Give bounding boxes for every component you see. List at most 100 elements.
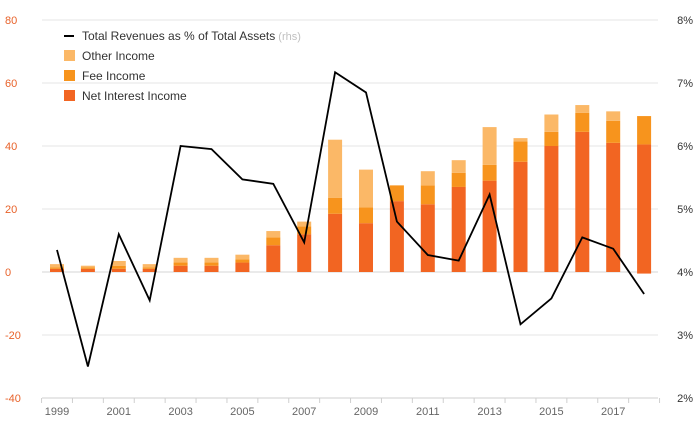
bar-net-interest-income — [50, 268, 64, 272]
bar-net-interest-income — [606, 142, 621, 272]
y-tick-left: 0 — [5, 267, 11, 279]
bar-net-interest-income — [235, 262, 250, 272]
bar-fee-income — [606, 120, 621, 143]
legend-swatch-box — [64, 90, 75, 101]
legend-swatch-box — [64, 50, 75, 61]
x-tick-label: 2007 — [292, 406, 316, 418]
y-tick-right: 6% — [677, 141, 693, 153]
bar-other-income — [544, 114, 559, 132]
bar-other-income — [513, 138, 528, 142]
bar-other-income — [606, 111, 621, 121]
bar-fee-income — [266, 237, 281, 246]
bar-other-income — [328, 139, 343, 198]
axes: -40 -20 0 20 40 60 80 2% 3% 4% 5% 6% 7% 8% 1999 2001 200… — [5, 15, 693, 418]
x-tick-label: 2001 — [107, 406, 131, 418]
legend-label: Total Revenues as % of Total Assets (rhs… — [82, 29, 301, 43]
y-tick-right: 7% — [677, 78, 693, 90]
bar-net-interest-income — [451, 186, 466, 272]
bar-fee-income — [451, 172, 466, 187]
bar-other-income — [297, 221, 312, 227]
bar-other-income — [142, 264, 157, 268]
y-tick-left: 80 — [5, 15, 17, 27]
bar-other-income — [111, 260, 126, 266]
legend-swatch-box — [64, 70, 75, 81]
bar-net-interest-income — [266, 245, 281, 272]
bar-net-interest-income — [513, 161, 528, 272]
bar-fee-income — [328, 197, 343, 214]
y-tick-left: 20 — [5, 204, 17, 216]
x-tick-label: 2015 — [539, 406, 563, 418]
bar-fee-income — [173, 262, 188, 266]
legend: Total Revenues as % of Total Assets (rhs… — [64, 29, 301, 103]
y-tick-left: 40 — [5, 141, 17, 153]
legend-item: Other Income — [64, 49, 155, 63]
bar-fee-income — [142, 267, 157, 269]
y-tick-right: 8% — [677, 15, 693, 27]
y-tick-left: -40 — [5, 393, 21, 405]
bar-net-interest-income — [297, 234, 312, 272]
x-tick-label: 2009 — [354, 406, 378, 418]
bar-other-income — [451, 160, 466, 173]
bar-fee-income — [482, 164, 497, 181]
x-tick-label: 2013 — [477, 406, 501, 418]
bar-net-interest-income — [173, 265, 188, 272]
legend-item: Fee Income — [64, 69, 146, 83]
bar-other-income — [266, 231, 281, 238]
bar-net-interest-income — [420, 204, 435, 272]
x-tick-label: 1999 — [45, 406, 69, 418]
bar-net-interest-income — [544, 146, 559, 272]
bar-fee-income — [50, 267, 64, 269]
bar-other-income — [359, 169, 373, 208]
x-tick-label: 2005 — [230, 406, 254, 418]
bar-net-interest-income — [80, 268, 95, 272]
y-tick-right: 4% — [677, 267, 693, 279]
bar-negative — [637, 272, 652, 274]
y-tick-left: -20 — [5, 330, 21, 342]
bar-net-interest-income — [359, 223, 373, 272]
x-tick-label: 2017 — [601, 406, 625, 418]
bar-other-income — [575, 105, 590, 113]
revenue-ratio-line — [56, 70, 645, 367]
bar-fee-income — [359, 207, 373, 224]
revenue-ratio-line-group — [56, 70, 645, 367]
bar-fee-income — [420, 185, 435, 205]
legend-label: Fee Income — [82, 69, 146, 83]
bar-fee-income — [544, 131, 559, 146]
x-tick-label: 2003 — [168, 406, 192, 418]
bar-net-interest-income — [328, 213, 343, 272]
bar-fee-income — [637, 116, 652, 145]
bar-net-interest-income — [142, 268, 157, 272]
bar-other-income — [482, 127, 497, 165]
bar-fee-income — [204, 262, 219, 266]
bar-net-interest-income — [111, 268, 126, 272]
x-tick-label: 2011 — [416, 406, 440, 418]
bar-net-interest-income — [575, 131, 590, 272]
legend-label: Other Income — [82, 49, 155, 63]
y-tick-left: 60 — [5, 78, 17, 90]
bar-fee-income — [297, 226, 312, 235]
bar-fee-income — [575, 112, 590, 132]
bar-other-income — [50, 264, 64, 268]
bar-net-interest-income — [204, 265, 219, 272]
bar-fee-income — [235, 259, 250, 263]
legend-note: (rhs) — [275, 31, 301, 43]
bar-other-income — [173, 257, 188, 263]
bars — [50, 105, 652, 274]
legend-item: Net Interest Income — [64, 89, 187, 103]
bar-fee-income — [513, 141, 528, 162]
bar-net-interest-income — [637, 144, 652, 272]
bar-other-income — [420, 171, 435, 186]
bar-fee-income — [389, 185, 404, 202]
bar-other-income — [80, 265, 95, 268]
bar-other-income — [204, 257, 219, 263]
legend-item: Total Revenues as % of Total Assets (rhs… — [64, 29, 301, 43]
bar-net-interest-income — [389, 201, 404, 272]
legend-label: Net Interest Income — [82, 89, 187, 103]
y-tick-right: 3% — [677, 330, 693, 342]
bar-fee-income — [80, 267, 95, 269]
y-tick-right: 2% — [677, 393, 693, 405]
y-tick-right: 5% — [677, 204, 693, 216]
bar-fee-income — [111, 265, 126, 269]
